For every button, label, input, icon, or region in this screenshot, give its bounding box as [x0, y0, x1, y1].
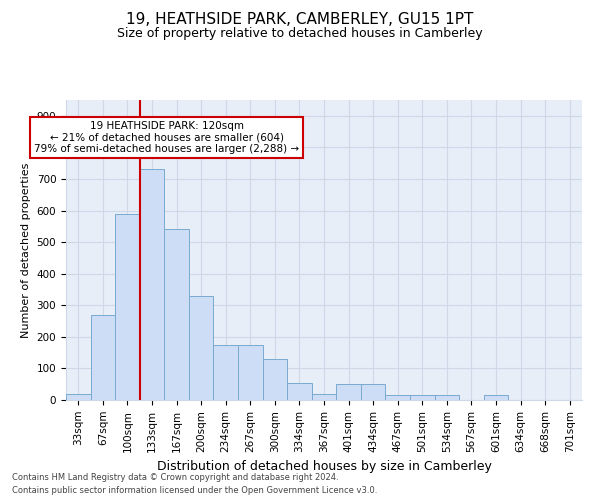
Bar: [115, 214, 140, 400]
Bar: [336, 384, 361, 400]
Text: Size of property relative to detached houses in Camberley: Size of property relative to detached ho…: [117, 28, 483, 40]
X-axis label: Distribution of detached houses by size in Camberley: Distribution of detached houses by size …: [157, 460, 491, 473]
Bar: [91, 314, 115, 400]
Bar: [189, 296, 214, 400]
Bar: [385, 396, 410, 400]
Text: Contains public sector information licensed under the Open Government Licence v3: Contains public sector information licen…: [12, 486, 377, 495]
Bar: [140, 170, 164, 400]
Bar: [164, 230, 189, 400]
Y-axis label: Number of detached properties: Number of detached properties: [21, 162, 31, 338]
Text: 19 HEATHSIDE PARK: 120sqm
← 21% of detached houses are smaller (604)
79% of semi: 19 HEATHSIDE PARK: 120sqm ← 21% of detac…: [34, 121, 299, 154]
Bar: [434, 396, 459, 400]
Text: Contains HM Land Registry data © Crown copyright and database right 2024.: Contains HM Land Registry data © Crown c…: [12, 474, 338, 482]
Bar: [287, 382, 312, 400]
Bar: [263, 359, 287, 400]
Bar: [66, 394, 91, 400]
Bar: [410, 396, 434, 400]
Text: 19, HEATHSIDE PARK, CAMBERLEY, GU15 1PT: 19, HEATHSIDE PARK, CAMBERLEY, GU15 1PT: [127, 12, 473, 28]
Bar: [484, 396, 508, 400]
Bar: [312, 394, 336, 400]
Bar: [214, 344, 238, 400]
Bar: [238, 344, 263, 400]
Bar: [361, 384, 385, 400]
